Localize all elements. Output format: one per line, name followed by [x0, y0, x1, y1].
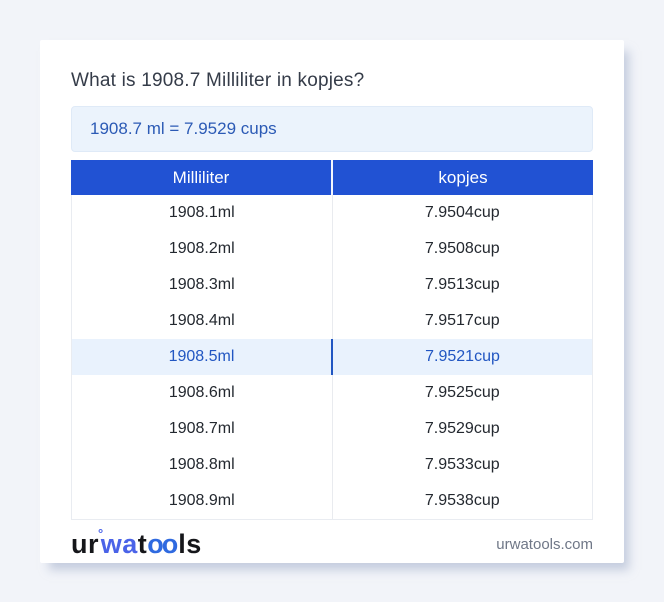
- kopjes-value: 7.9525cup: [331, 375, 593, 411]
- table-row: 1908.8ml 7.9533cup: [72, 447, 592, 483]
- table-row: 1908.6ml 7.9525cup: [72, 375, 592, 411]
- logo-segment: ur: [71, 528, 99, 559]
- table-row-highlighted[interactable]: 1908.5ml 7.9521cup: [72, 339, 592, 375]
- kopjes-value: 7.9517cup: [331, 303, 593, 339]
- site-domain-text: urwatools.com: [496, 535, 593, 553]
- converter-card: What is 1908.7 Milliliter in kopjes? 190…: [40, 40, 624, 563]
- kopjes-value: 7.9513cup: [331, 267, 593, 303]
- ml-value: 1908.7ml: [168, 420, 235, 437]
- logo-segment: wa: [100, 528, 138, 559]
- ml-value[interactable]: 1908.5ml: [168, 348, 235, 365]
- ml-value: 1908.1ml: [168, 204, 235, 221]
- kopjes-value: 7.9508cup: [331, 231, 593, 267]
- logo-segment: t: [137, 528, 148, 559]
- table-header-milliliter: Milliliter: [172, 167, 230, 187]
- kopjes-value: 7.9504cup: [331, 195, 593, 231]
- logo-ring-icon: °: [98, 525, 104, 541]
- kopjes-value: 7.9538cup: [331, 483, 593, 519]
- table-row: 1908.3ml 7.9513cup: [72, 267, 592, 303]
- page-title: What is 1908.7 Milliliter in kopjes?: [71, 70, 365, 91]
- table-row: 1908.7ml 7.9529cup: [72, 411, 592, 447]
- card-footer: ur°watools urwatools.com: [71, 525, 593, 563]
- ml-value: 1908.3ml: [168, 276, 235, 293]
- kopjes-value: 7.9529cup: [331, 411, 593, 447]
- ml-value: 1908.8ml: [168, 456, 235, 473]
- logo-oo-glyph: oo: [147, 528, 178, 559]
- ml-value: 1908.4ml: [168, 312, 235, 329]
- conversion-result-box: 1908.7 ml = 7.9529 cups: [71, 106, 593, 152]
- table-header-row: Milliliter kopjes: [71, 160, 593, 195]
- table-row: 1908.1ml 7.9504cup: [72, 195, 592, 231]
- kopjes-value[interactable]: 7.9521cup: [331, 339, 592, 375]
- table-row: 1908.9ml 7.9538cup: [72, 483, 592, 519]
- conversion-table: Milliliter kopjes 1908.1ml 7.9504cup 190…: [71, 160, 593, 520]
- ml-value: 1908.2ml: [168, 240, 235, 257]
- table-row: 1908.4ml 7.9517cup: [72, 303, 592, 339]
- kopjes-value: 7.9533cup: [331, 447, 593, 483]
- ml-value: 1908.9ml: [168, 492, 235, 509]
- ml-value: 1908.6ml: [168, 384, 235, 401]
- table-row: 1908.2ml 7.9508cup: [72, 231, 592, 267]
- urwatools-logo[interactable]: ur°watools: [71, 527, 202, 559]
- logo-segment: ls: [178, 528, 202, 559]
- table-header-kopjes: kopjes: [331, 160, 593, 195]
- conversion-result-text: 1908.7 ml = 7.9529 cups: [90, 119, 277, 138]
